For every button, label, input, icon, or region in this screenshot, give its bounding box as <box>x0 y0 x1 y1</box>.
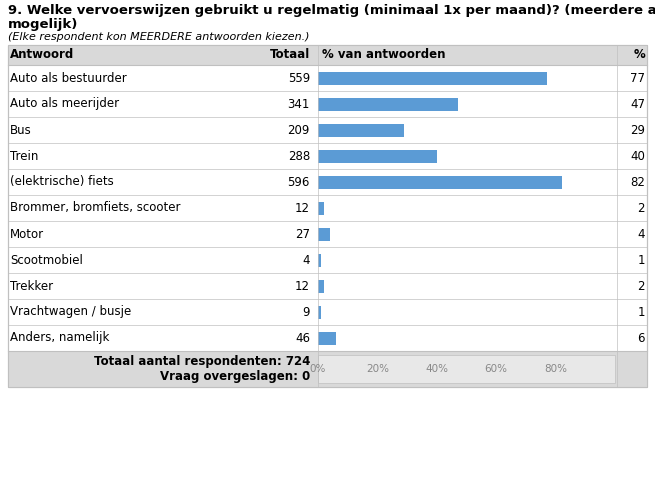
Text: 12: 12 <box>295 202 310 215</box>
Text: 77: 77 <box>630 72 645 84</box>
Text: 559: 559 <box>288 72 310 84</box>
Text: Bus: Bus <box>10 123 31 136</box>
Text: 209: 209 <box>288 123 310 136</box>
Bar <box>8 45 647 387</box>
Text: (Elke respondent kon MEERDERE antwoorden kiezen.): (Elke respondent kon MEERDERE antwoorden… <box>8 32 310 42</box>
Bar <box>318 149 437 163</box>
Bar <box>318 228 330 240</box>
Text: Vrachtwagen / busje: Vrachtwagen / busje <box>10 305 131 319</box>
Bar <box>318 123 404 136</box>
Bar <box>318 279 324 292</box>
Text: 2: 2 <box>637 279 645 292</box>
Bar <box>318 332 336 345</box>
Text: Totaal: Totaal <box>270 48 310 61</box>
Text: 4: 4 <box>303 253 310 266</box>
Text: Anders, namelijk: Anders, namelijk <box>10 332 109 345</box>
Text: 29: 29 <box>630 123 645 136</box>
Bar <box>8 45 647 65</box>
Text: Totaal aantal respondenten: 724: Totaal aantal respondenten: 724 <box>94 355 310 368</box>
Text: 9. Welke vervoerswijzen gebruikt u regelmatig (minimaal 1x per maand)? (meerdere: 9. Welke vervoerswijzen gebruikt u regel… <box>8 4 655 17</box>
Text: 0%: 0% <box>310 364 326 374</box>
Text: Trekker: Trekker <box>10 279 53 292</box>
Text: 4: 4 <box>637 228 645 240</box>
Text: 1: 1 <box>637 305 645 319</box>
Text: 80%: 80% <box>544 364 567 374</box>
Bar <box>318 202 324 215</box>
Bar <box>318 176 561 189</box>
Text: Brommer, bromfiets, scooter: Brommer, bromfiets, scooter <box>10 202 181 215</box>
Bar <box>318 72 547 84</box>
Text: %: % <box>633 48 645 61</box>
Text: 6: 6 <box>637 332 645 345</box>
Text: 9: 9 <box>303 305 310 319</box>
Text: 40%: 40% <box>425 364 448 374</box>
Text: 12: 12 <box>295 279 310 292</box>
Text: (elektrische) fiets: (elektrische) fiets <box>10 176 114 189</box>
Bar <box>318 97 458 110</box>
Text: Antwoord: Antwoord <box>10 48 74 61</box>
Bar <box>318 253 321 266</box>
Text: 27: 27 <box>295 228 310 240</box>
Text: Motor: Motor <box>10 228 44 240</box>
Text: Vraag overgeslagen: 0: Vraag overgeslagen: 0 <box>160 370 310 383</box>
Bar <box>318 305 321 319</box>
Text: Auto als meerijder: Auto als meerijder <box>10 97 119 110</box>
Text: mogelijk): mogelijk) <box>8 18 79 31</box>
Text: 46: 46 <box>295 332 310 345</box>
Text: 341: 341 <box>288 97 310 110</box>
Text: 596: 596 <box>288 176 310 189</box>
Text: 2: 2 <box>637 202 645 215</box>
Text: % van antwoorden: % van antwoorden <box>322 48 445 61</box>
Text: 20%: 20% <box>366 364 389 374</box>
Text: 82: 82 <box>630 176 645 189</box>
Bar <box>318 355 615 383</box>
Text: 60%: 60% <box>485 364 508 374</box>
Bar <box>8 351 647 387</box>
Text: 40: 40 <box>630 149 645 163</box>
Text: Scootmobiel: Scootmobiel <box>10 253 83 266</box>
Text: 1: 1 <box>637 253 645 266</box>
Text: Auto als bestuurder: Auto als bestuurder <box>10 72 127 84</box>
Bar <box>8 45 647 387</box>
Text: Trein: Trein <box>10 149 39 163</box>
Text: 47: 47 <box>630 97 645 110</box>
Text: 288: 288 <box>288 149 310 163</box>
